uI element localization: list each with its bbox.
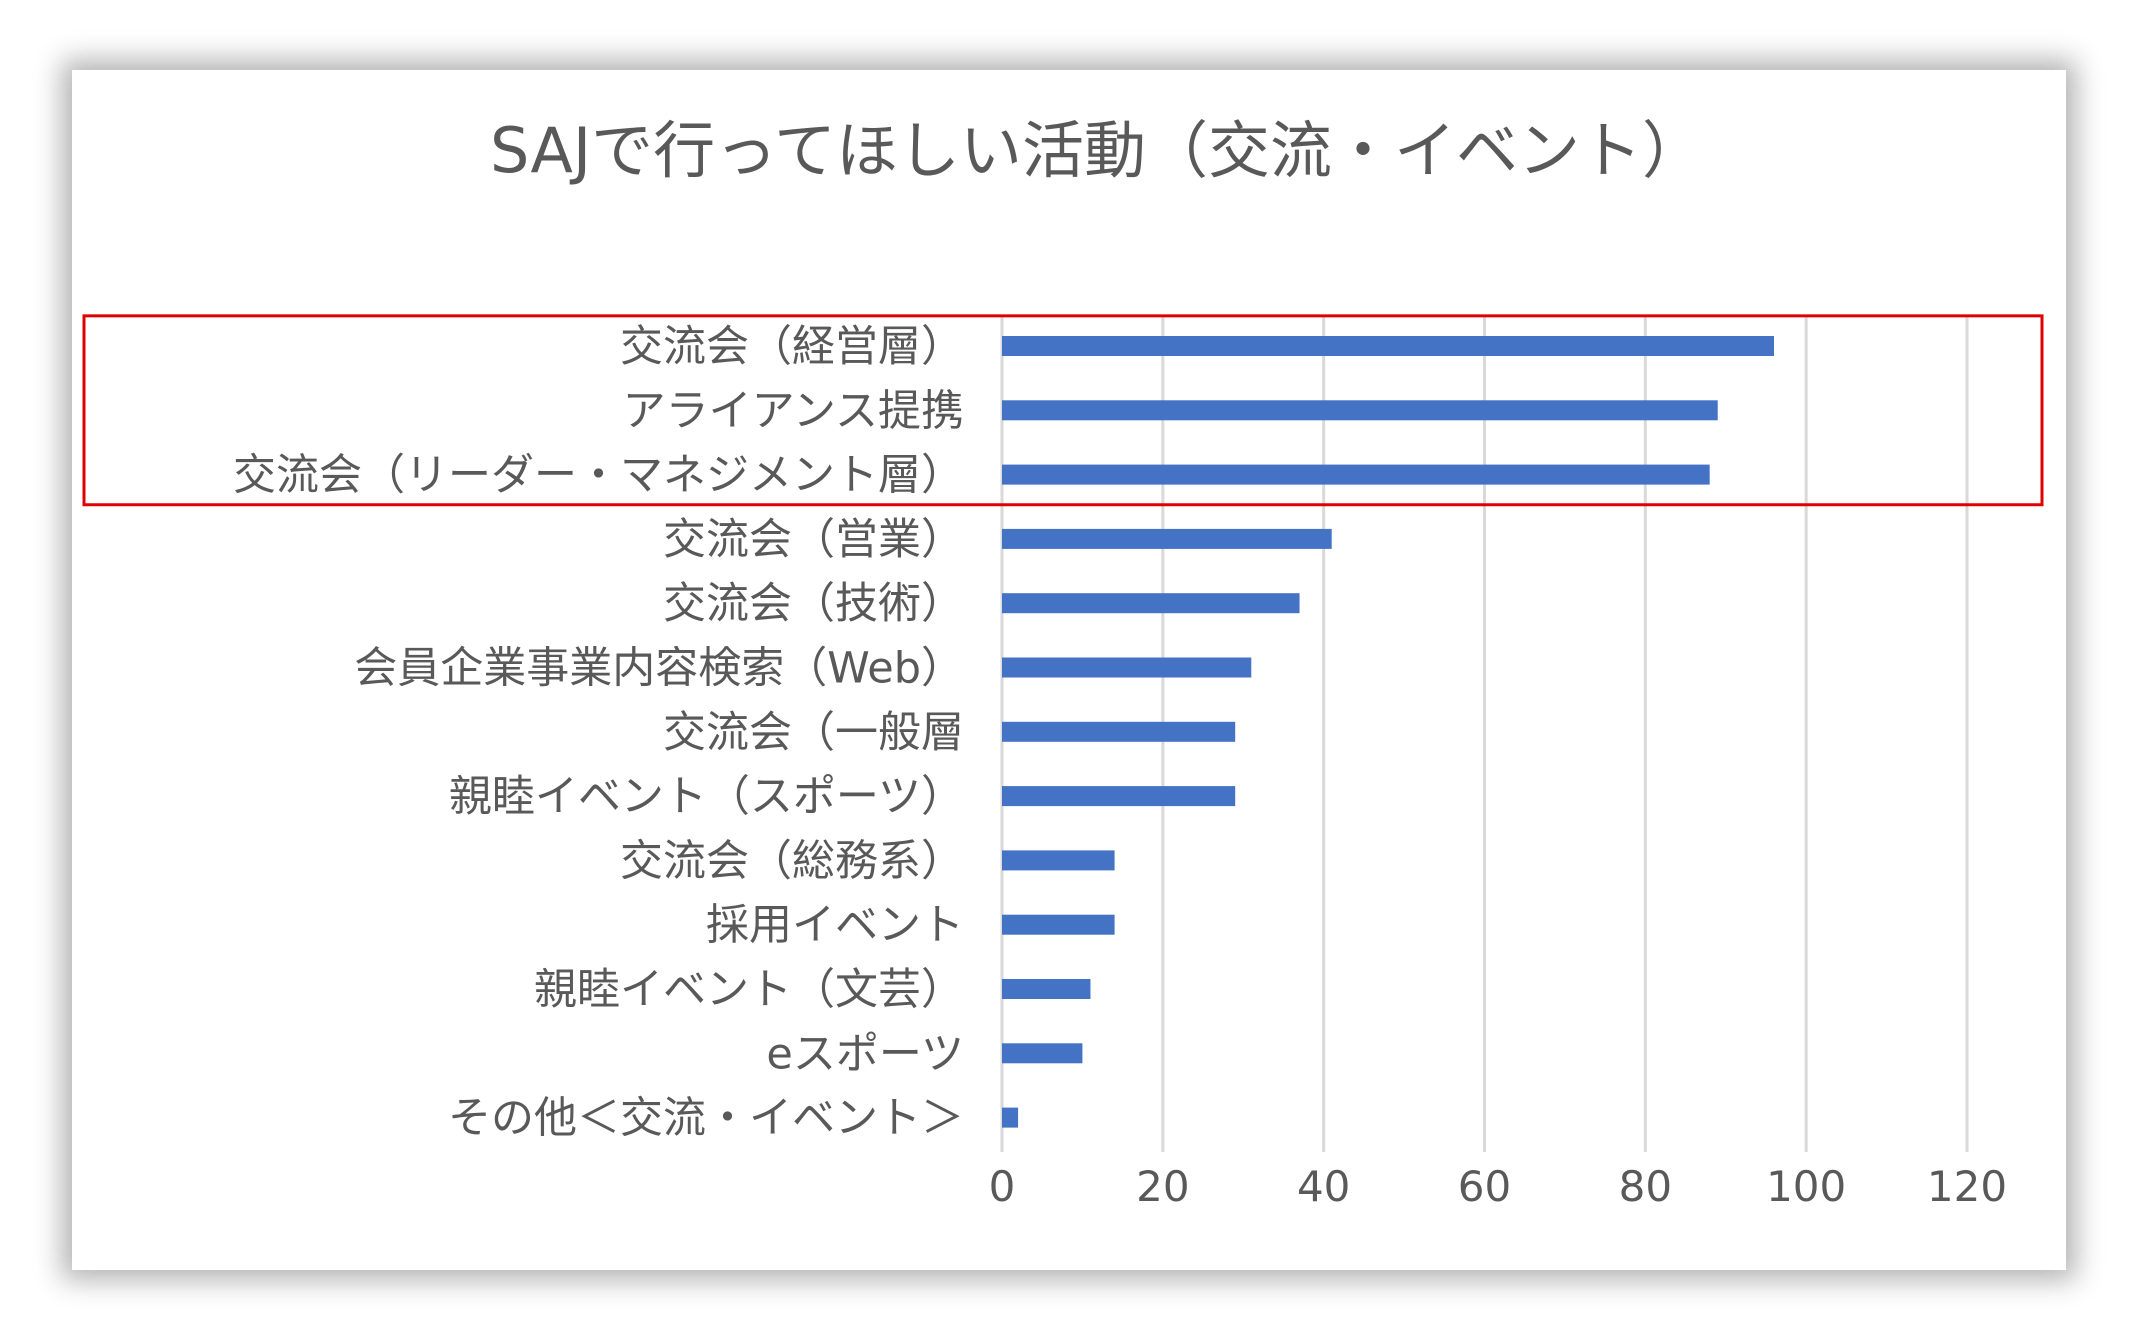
bar [1002, 850, 1115, 871]
chart-frame: SAJで行ってほしい活動（交流・イベント） 交流会（経営層） アライアンス提携 交流… [72, 70, 2066, 1270]
bar [1002, 400, 1718, 421]
category-label: eスポーツ [766, 1029, 964, 1079]
category-label: 会員企業事業内容検索（Web） [354, 644, 964, 694]
x-tick-label: 20 [1136, 1162, 1189, 1211]
category-label: 交流会（技術） [663, 579, 964, 629]
bar [1002, 464, 1710, 485]
x-axis-tick-labels: 0 20 40 60 80 100 120 [989, 1162, 2007, 1211]
category-label: 交流会（総務系） [620, 836, 964, 886]
x-tick-label: 40 [1297, 1162, 1350, 1211]
bar [1002, 1043, 1083, 1064]
bar [1002, 979, 1091, 999]
x-tick-label: 0 [989, 1162, 1016, 1211]
bar [1002, 657, 1252, 678]
x-tick-label: 120 [1927, 1162, 2007, 1211]
x-tick-label: 100 [1766, 1162, 1846, 1211]
category-label: 交流会（一般層 [663, 708, 964, 758]
highlight-box [82, 314, 2044, 507]
category-label: 交流会（経営層） [620, 322, 964, 372]
bar [1002, 528, 1332, 549]
category-label: 採用イベント [706, 901, 964, 951]
bars [1002, 336, 1774, 1128]
category-label: 親睦イベント（スポーツ） [449, 772, 964, 822]
chart-title: SAJで行ってほしい活動（交流・イベント） [490, 114, 1704, 187]
bar [1002, 786, 1236, 807]
gridlines [1000, 315, 1969, 1152]
category-label: 親睦イベント（文芸） [534, 965, 964, 1015]
bar [1002, 914, 1115, 935]
x-tick-label: 80 [1619, 1162, 1672, 1211]
category-label: 交流会（リーダー・マネジメント層） [233, 451, 964, 501]
category-label: 交流会（営業） [663, 515, 964, 565]
category-label: その他＜交流・イベント＞ [448, 1094, 964, 1144]
bar [1002, 1107, 1019, 1128]
bar [1002, 721, 1236, 742]
category-label: アライアンス提携 [623, 386, 964, 436]
bar-chart: SAJで行ってほしい活動（交流・イベント） 交流会（経営層）アライアンス提携交流… [82, 114, 2044, 1211]
bar [1002, 593, 1300, 614]
x-tick-label: 60 [1458, 1162, 1511, 1211]
bar [1002, 336, 1774, 356]
